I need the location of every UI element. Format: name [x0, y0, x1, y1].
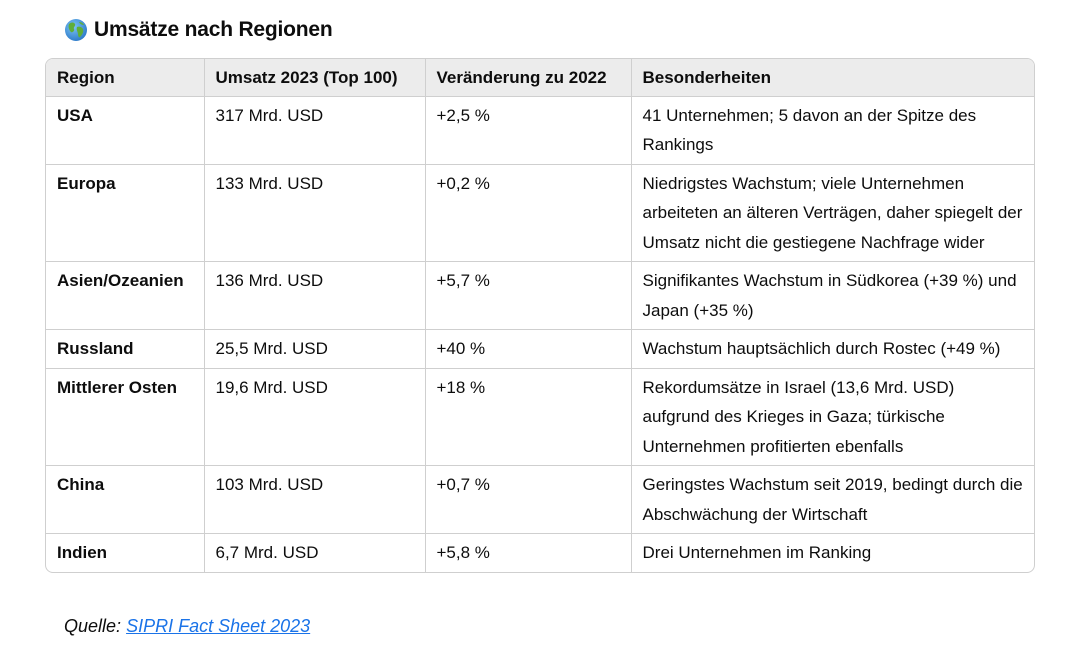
cell-besonderheiten: Drei Unternehmen im Ranking — [642, 543, 872, 562]
page-title: Umsätze nach Regionen — [94, 18, 333, 41]
cell-region: Asien/Ozeanien — [46, 261, 205, 330]
cell-besonderheiten: Wachstum hauptsächlich durch Rostec (+49… — [631, 329, 1034, 369]
source-line: Quelle: SIPRI Fact Sheet 2023 — [64, 616, 310, 637]
cell-umsatz: 6,7 Mrd. USD — [204, 533, 426, 572]
cell-umsatz: 133 Mrd. USD — [204, 164, 426, 262]
cell-umsatz: 19,6 Mrd. USD — [204, 368, 426, 466]
table-header-row: Region Umsatz 2023 (Top 100) Veränderung… — [46, 59, 1034, 97]
table-row: China 103 Mrd. USD +0,7 % Geringstes Wac… — [46, 465, 1034, 534]
cell-umsatz: 25,5 Mrd. USD — [204, 329, 426, 369]
cell-region: Russland — [46, 329, 205, 369]
cell-region: Indien — [46, 533, 205, 572]
cell-region: China — [46, 465, 205, 534]
table-row: Russland 25,5 Mrd. USD +40 % Wachstum ha… — [46, 329, 1034, 369]
source-link[interactable]: SIPRI Fact Sheet 2023 — [126, 616, 311, 636]
header-besonderheiten: Besonderheiten — [631, 59, 1034, 97]
cell-besonderheiten: Signifikantes Wachstum in Südkorea (+39 … — [631, 261, 1034, 330]
cell-region: Mittlerer Osten — [46, 368, 205, 466]
cell-region: Europa — [46, 164, 205, 262]
cell-besonderheiten: Geringstes Wachstum seit 2019, bedingt d… — [631, 465, 1034, 534]
cell-umsatz: 103 Mrd. USD — [204, 465, 426, 534]
header-veraenderung: Veränderung zu 2022 — [425, 59, 632, 97]
header-umsatz: Umsatz 2023 (Top 100) — [204, 59, 426, 97]
cell-besonderheiten: 41 Unternehmen; 5 davon an der Spitze de… — [631, 96, 1034, 165]
cell-umsatz: 136 Mrd. USD — [204, 261, 426, 330]
cell-veraenderung: +0,2 % — [425, 164, 632, 262]
regions-table: Region Umsatz 2023 (Top 100) Veränderung… — [45, 58, 1035, 573]
table-row: Mittlerer Osten 19,6 Mrd. USD +18 % Reko… — [46, 368, 1034, 466]
cell-region: USA — [46, 96, 205, 165]
cell-veraenderung: +0,7 % — [425, 465, 632, 534]
table-row: USA 317 Mrd. USD +2,5 % 41 Unternehmen; … — [46, 96, 1034, 165]
table-row: Asien/Ozeanien 136 Mrd. USD +5,7 % Signi… — [46, 261, 1034, 330]
source-label: Quelle: — [64, 616, 122, 636]
cell-besonderheiten: Niedrigstes Wachstum; viele Unternehmen … — [631, 164, 1034, 262]
cell-veraenderung: +40 % — [425, 329, 632, 369]
section-heading: Umsätze nach Regionen — [64, 18, 333, 42]
cell-umsatz: 317 Mrd. USD — [204, 96, 426, 165]
table-row: Europa 133 Mrd. USD +0,2 % Niedrigstes W… — [46, 164, 1034, 262]
cell-veraenderung: +18 % — [425, 368, 632, 466]
cell-veraenderung: +5,8 % — [425, 533, 632, 572]
globe-icon — [65, 19, 87, 41]
cell-veraenderung: +5,7 % — [425, 261, 632, 330]
cell-besonderheiten: Rekordumsätze in Israel (13,6 Mrd. USD) … — [631, 368, 1034, 466]
header-region: Region — [46, 59, 205, 97]
cell-veraenderung: +2,5 % — [425, 96, 632, 165]
table-row: Indien 6,7 Mrd. USD +5,8 % Drei Unterneh… — [46, 533, 1034, 572]
